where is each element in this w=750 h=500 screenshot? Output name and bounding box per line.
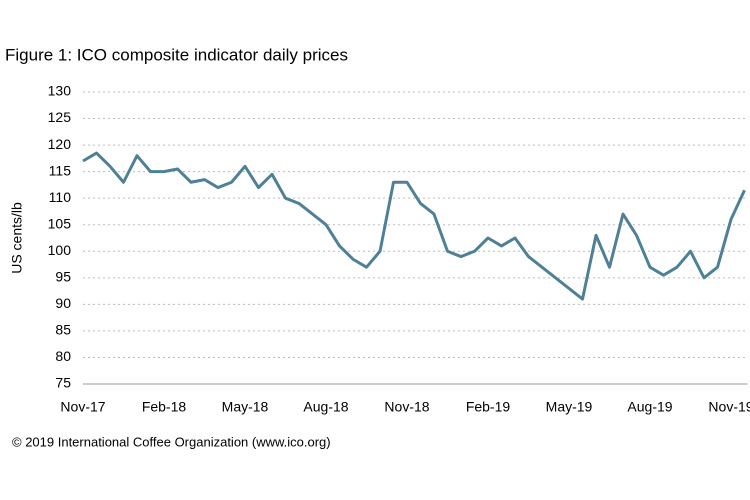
x-tick-label: May-19 [546, 399, 593, 415]
x-tick-label: Feb-19 [466, 399, 511, 415]
chart-title: Figure 1: ICO composite indicator daily … [5, 45, 348, 64]
y-tick-label: 75 [55, 375, 71, 391]
x-tick-label: Nov-18 [384, 399, 429, 415]
y-tick-label: 105 [48, 215, 72, 231]
y-axis-label: US cents/lb [9, 202, 25, 274]
x-tick-label: Aug-18 [303, 399, 348, 415]
y-tick-label: 80 [55, 348, 71, 364]
y-tick-label: 115 [49, 162, 72, 178]
y-tick-label: 120 [48, 136, 72, 152]
price-line [82, 151, 746, 301]
x-tick-label: Nov-17 [60, 399, 105, 415]
y-tick-label: 90 [55, 295, 71, 311]
y-tick-label: 130 [48, 83, 72, 99]
y-tick-label: 85 [55, 322, 71, 338]
y-tick-label: 95 [55, 269, 71, 285]
footer: © 2019 International Coffee Organization… [12, 434, 331, 449]
x-tick-label: Nov-19 [708, 399, 750, 415]
y-tick-label: 125 [48, 109, 72, 125]
x-tick-label: May-18 [222, 399, 269, 415]
y-tick-label: 100 [48, 242, 72, 258]
x-tick-label: Aug-19 [627, 399, 672, 415]
y-tick-label: 110 [49, 189, 72, 205]
x-tick-label: Feb-18 [142, 399, 187, 415]
